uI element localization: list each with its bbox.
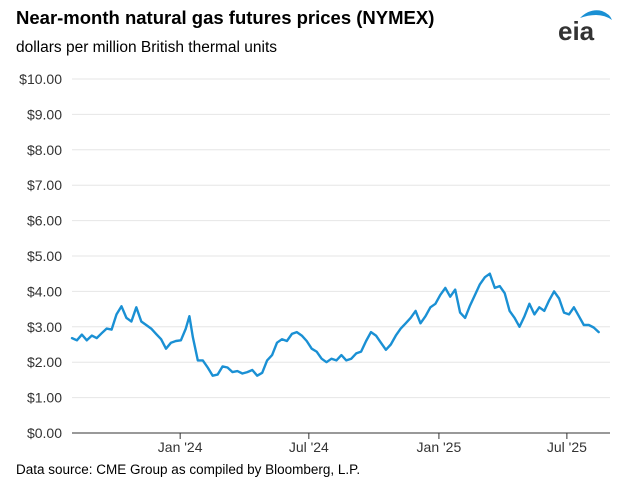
x-tick-label: Jan '25 (417, 439, 462, 455)
y-tick-label: $5.00 (27, 248, 62, 264)
y-tick-label: $3.00 (27, 319, 62, 335)
y-tick-label: $8.00 (27, 142, 62, 158)
x-tick-label: Jan '24 (158, 439, 203, 455)
y-tick-label: $10.00 (19, 71, 62, 87)
y-tick-label: $4.00 (27, 283, 62, 299)
chart-plot-area: $0.00 $1.00 $2.00 $3.00 $4.00 $5.00 $6.00 $7.00… (19, 71, 610, 455)
price-series-line (70, 272, 600, 377)
x-tick-label: Jul '25 (547, 439, 587, 455)
x-tick-label: Jul '24 (289, 439, 329, 455)
svg-text:eia: eia (558, 16, 595, 46)
y-tick-label: $1.00 (27, 390, 62, 406)
chart-subtitle: dollars per million British thermal unit… (16, 39, 278, 56)
y-tick-label: $2.00 (27, 354, 62, 370)
y-tick-label: $0.00 (27, 425, 62, 441)
chart-title: Near-month natural gas futures prices (N… (16, 7, 435, 28)
y-tick-label: $6.00 (27, 213, 62, 229)
y-tick-label: $7.00 (27, 177, 62, 193)
y-tick-label: $9.00 (27, 106, 62, 122)
data-source-note: Data source: CME Group as compiled by Bl… (16, 462, 361, 477)
eia-logo-icon: eia (558, 10, 612, 46)
